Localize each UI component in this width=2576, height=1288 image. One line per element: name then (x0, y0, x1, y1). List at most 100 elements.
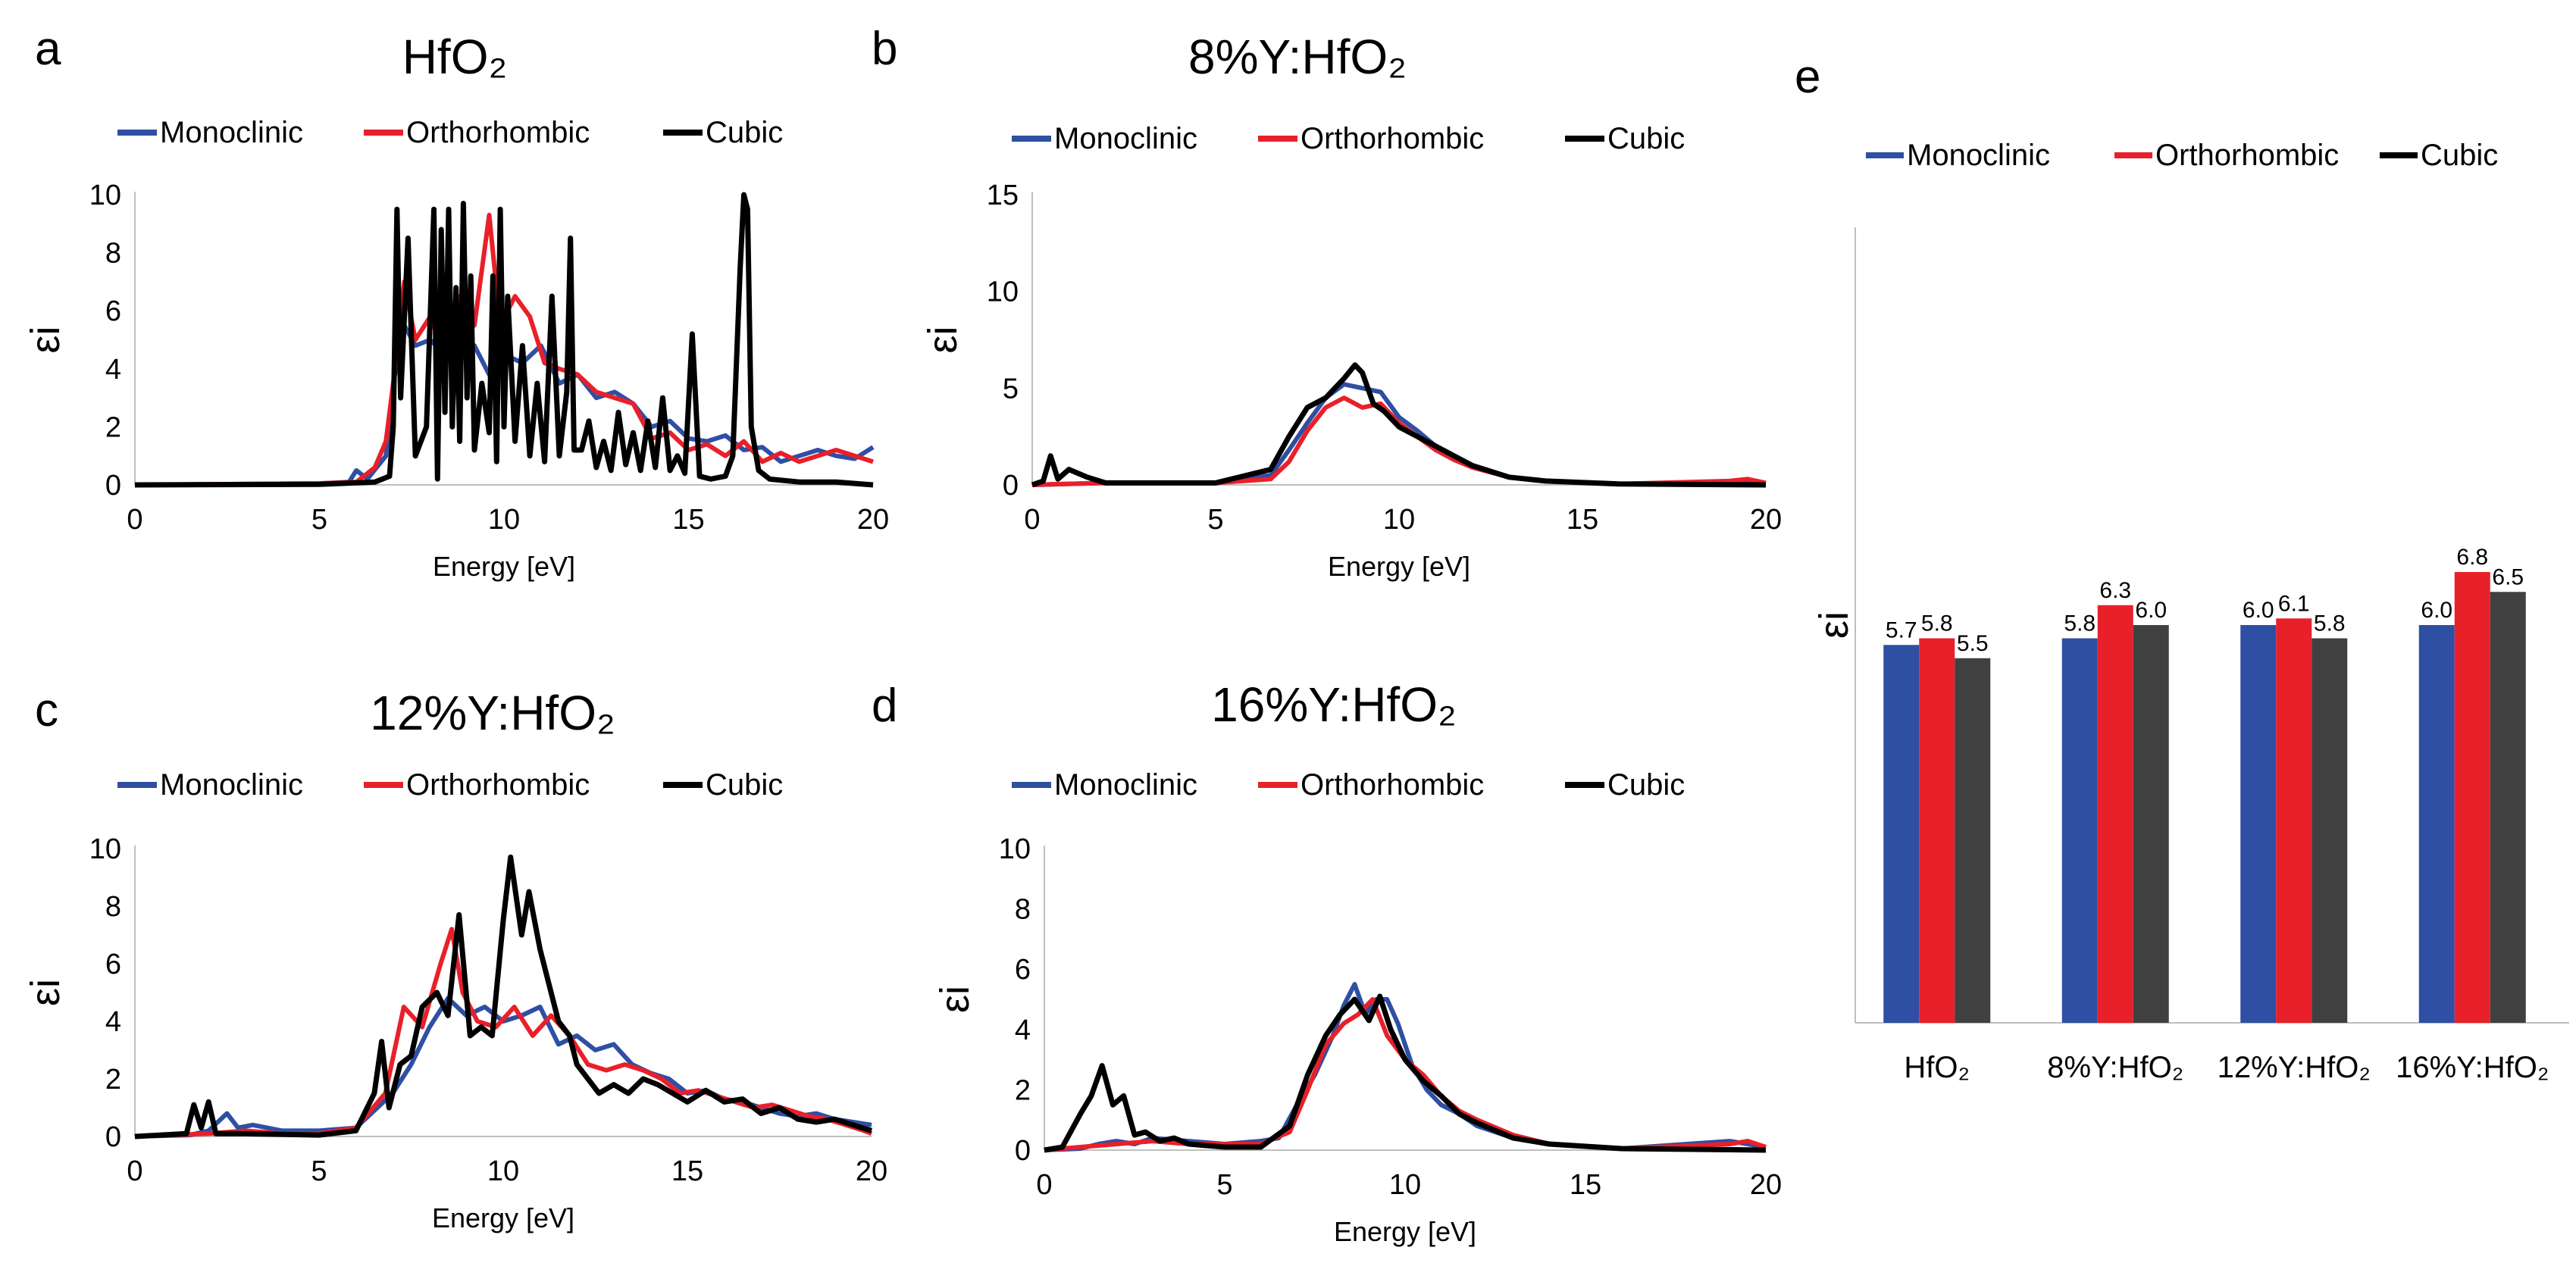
y-tick-label: 5 (1003, 373, 1019, 405)
legend-label-cubic: Cubic (706, 116, 783, 149)
series-line-cubic (134, 192, 874, 488)
x-tick-label: 5 (311, 504, 327, 536)
y-tick-label: 10 (89, 833, 121, 865)
category-label: 16%Y:HfO₂ (2396, 1051, 2549, 1084)
series-line-orthorhombic (1044, 997, 1767, 1152)
bar-value-label: 6.5 (2492, 564, 2524, 589)
panel-title: 12%Y:HfO₂ (370, 686, 615, 740)
bar-value-label: 5.8 (1921, 611, 1953, 636)
legend-label-cubic: Cubic (1607, 768, 1685, 802)
y-axis-title: εi (932, 986, 978, 1013)
y-tick-label: 8 (1015, 894, 1031, 926)
legend-label-monoclinic: Monoclinic (1054, 122, 1197, 155)
bar-cubic (1955, 658, 1991, 1023)
y-tick-label: 8 (105, 891, 121, 923)
y-tick-label: 0 (105, 1121, 121, 1153)
panel-letter: c (35, 684, 58, 736)
legend-label-orthorhombic: Orthorhombic (1301, 768, 1484, 802)
x-tick-label: 5 (1216, 1169, 1232, 1201)
bar-orthorhombic (1919, 638, 1955, 1023)
x-tick-label: 0 (127, 1155, 142, 1187)
x-tick-label: 15 (671, 1155, 703, 1187)
y-axis-title: εi (23, 979, 68, 1006)
legend-label-orthorhombic: Orthorhombic (2155, 139, 2339, 172)
panel-title: 16%Y:HfO₂ (1211, 677, 1457, 732)
bar-value-label: 5.5 (1957, 631, 1989, 656)
y-tick-label: 0 (1003, 470, 1019, 502)
x-tick-label: 5 (1207, 504, 1223, 536)
y-tick-label: 2 (105, 411, 121, 443)
y-tick-label: 0 (1015, 1135, 1031, 1167)
y-tick-label: 10 (987, 277, 1019, 308)
bar-cubic (2490, 592, 2526, 1023)
series-line-cubic (1044, 993, 1767, 1153)
series-line-monoclinic (134, 996, 872, 1139)
legend-label-monoclinic: Monoclinic (160, 768, 303, 802)
x-tick-label: 20 (1750, 504, 1782, 536)
legend-label-monoclinic: Monoclinic (1907, 139, 2050, 172)
panel-d: d 16%Y:HfO₂ Monoclinic Orthorhombic Cubic 0 5 1… (872, 677, 1782, 1247)
legend-label-cubic: Cubic (2421, 139, 2498, 172)
y-tick-label: 2 (105, 1064, 121, 1096)
x-tick-label: 20 (856, 1155, 887, 1187)
x-tick-label: 15 (1567, 504, 1598, 536)
y-tick-label: 4 (105, 354, 121, 386)
bar-cubic (2312, 638, 2348, 1023)
series-line-cubic (134, 854, 873, 1140)
x-tick-label: 0 (1024, 504, 1040, 536)
panel-b: b 8%Y:HfO₂ Monoclinic Orthorhombic Cubic 0 5 10… (872, 23, 1782, 582)
y-axis-title: εi (23, 326, 68, 353)
bar-value-label: 6.0 (2421, 598, 2452, 623)
bar-value-label: 6.1 (2278, 591, 2310, 616)
bar-monoclinic (2240, 625, 2277, 1023)
bar-value-label: 6.8 (2456, 545, 2488, 570)
panel-letter: d (872, 680, 897, 732)
series-line-cubic (1031, 362, 1767, 488)
bar-value-label: 6.0 (2135, 598, 2167, 623)
y-tick-label: 6 (105, 295, 121, 327)
bar-orthorhombic (2454, 572, 2490, 1023)
y-axis-title: εi (1811, 611, 1857, 639)
category-label: HfO₂ (1904, 1051, 1970, 1084)
x-tick-label: 0 (127, 504, 142, 536)
panel-letter: e (1795, 51, 1820, 103)
bar-value-label: 5.8 (2064, 611, 2096, 636)
y-tick-label: 8 (105, 238, 121, 270)
y-tick-label: 10 (89, 180, 121, 211)
panel-letter: a (35, 23, 61, 75)
x-tick-label: 15 (672, 504, 704, 536)
x-axis-title: Energy [eV] (1334, 1216, 1476, 1247)
bar-value-label: 6.0 (2243, 598, 2274, 623)
series-line-orthorhombic (1031, 395, 1767, 487)
panel-title: HfO₂ (402, 30, 508, 84)
y-tick-label: 10 (999, 833, 1031, 865)
series-line-monoclinic (1031, 382, 1766, 487)
x-tick-label: 20 (857, 504, 889, 536)
series-line-orthorhombic (134, 927, 873, 1139)
bar-value-label: 6.3 (2099, 578, 2131, 603)
x-tick-label: 10 (1383, 504, 1415, 536)
bar-orthorhombic (2276, 618, 2312, 1023)
legend-label-monoclinic: Monoclinic (160, 116, 303, 149)
x-tick-label: 0 (1036, 1169, 1052, 1201)
legend-label-orthorhombic: Orthorhombic (406, 768, 590, 802)
panel-letter: b (872, 23, 897, 75)
x-axis-title: Energy [eV] (433, 551, 575, 582)
bar-orthorhombic (2097, 605, 2133, 1023)
y-axis-title: εi (920, 326, 966, 353)
x-tick-label: 5 (311, 1155, 327, 1187)
x-tick-label: 15 (1570, 1169, 1601, 1201)
y-tick-label: 2 (1015, 1074, 1031, 1106)
category-label: 8%Y:HfO₂ (2047, 1051, 2183, 1084)
bar-value-label: 5.8 (2314, 611, 2346, 636)
x-tick-label: 10 (487, 1155, 519, 1187)
y-tick-label: 6 (1015, 954, 1031, 986)
panel-title: 8%Y:HfO₂ (1188, 30, 1407, 84)
legend-label-orthorhombic: Orthorhombic (1301, 122, 1484, 155)
legend-label-cubic: Cubic (1607, 122, 1685, 155)
series-line-monoclinic (1044, 982, 1767, 1152)
y-tick-label: 4 (1015, 1014, 1031, 1046)
x-axis-title: Energy [eV] (432, 1202, 574, 1233)
legend-label-monoclinic: Monoclinic (1054, 768, 1197, 802)
